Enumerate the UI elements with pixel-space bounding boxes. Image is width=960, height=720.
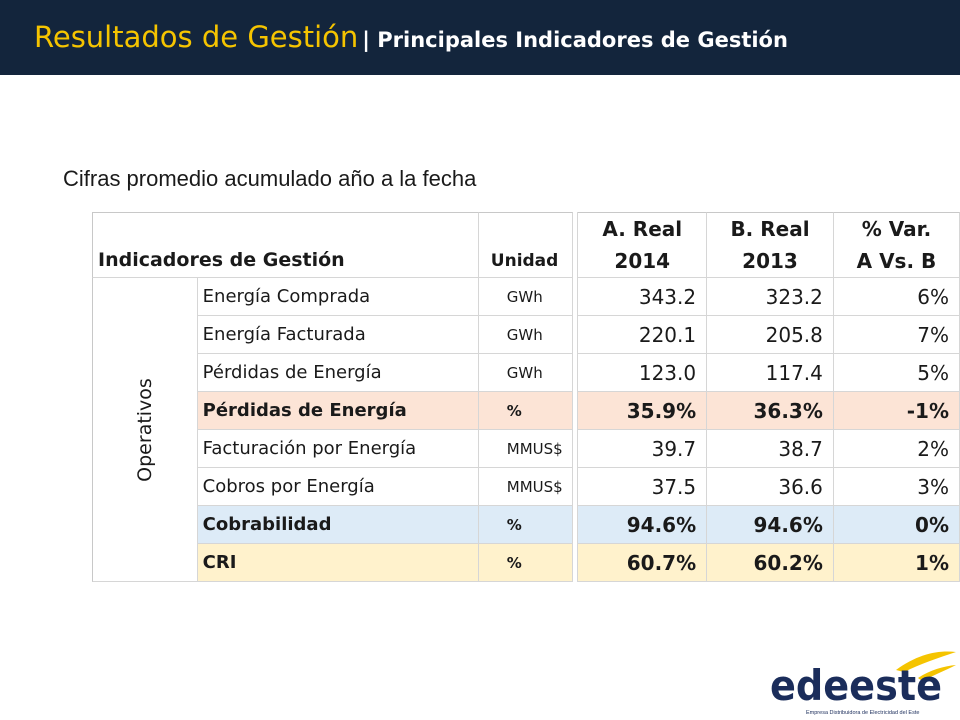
column-gap: [572, 278, 579, 316]
figures-caption: Cifras promedio acumulado año a la fecha: [63, 166, 477, 191]
value-2014: 220.1: [578, 316, 708, 354]
page-subtitle: | Principales Indicadores de Gestión: [362, 28, 788, 52]
indicator-unit: GWh: [478, 354, 573, 392]
table-row-highlight: CRI % 60.7% 60.2% 1%: [92, 544, 960, 582]
indicator-unit: %: [478, 544, 573, 582]
header-variation: % Var. A Vs. B: [833, 212, 960, 278]
indicators-table: Indicadores de Gestión Unidad A. Real 20…: [92, 212, 960, 582]
value-variation: 3%: [833, 468, 960, 506]
column-gap: [572, 468, 579, 506]
table-row-highlight: Cobrabilidad % 94.6% 94.6% 0%: [92, 506, 960, 544]
value-variation: 6%: [833, 278, 960, 316]
value-2013: 36.6: [707, 468, 834, 506]
header-real-2013-line1: B. Real: [730, 217, 810, 241]
column-gap: [572, 212, 579, 278]
column-gap: [572, 430, 579, 468]
header-variation-line1: % Var.: [861, 217, 932, 241]
indicator-name: Pérdidas de Energía: [197, 354, 479, 392]
table-row: Pérdidas de Energía GWh 123.0 117.4 5%: [92, 354, 960, 392]
value-2014: 343.2: [578, 278, 708, 316]
column-gap: [572, 354, 579, 392]
group-label: Operativos: [133, 377, 156, 482]
column-gap: [572, 544, 579, 582]
indicator-name: Facturación por Energía: [197, 430, 479, 468]
value-variation: 5%: [833, 354, 960, 392]
logo-swoosh-small: [918, 665, 956, 681]
indicator-unit: %: [478, 506, 573, 544]
table-row: Facturación por Energía MMUS$ 39.7 38.7 …: [92, 430, 960, 468]
indicator-name: CRI: [197, 544, 479, 582]
indicator-unit: %: [478, 392, 573, 430]
indicator-name: Pérdidas de Energía: [197, 392, 479, 430]
page-title: Resultados de Gestión: [34, 20, 359, 54]
logo-swoosh: [896, 651, 956, 672]
column-gap: [572, 506, 579, 544]
value-2013: 38.7: [707, 430, 834, 468]
indicator-name: Cobros por Energía: [197, 468, 479, 506]
indicator-name: Cobrabilidad: [197, 506, 479, 544]
value-variation: -1%: [833, 392, 960, 430]
logo-tagline: Empresa Distribuidora de Electricidad de…: [806, 710, 919, 716]
value-2013: 36.3%: [707, 392, 834, 430]
header-unit: Unidad: [478, 212, 573, 278]
edeeste-logo: edeeste Empresa Distribuidora de Electri…: [770, 651, 956, 716]
value-2013: 60.2%: [707, 544, 834, 582]
table-row-highlight: Pérdidas de Energía % 35.9% 36.3% -1%: [92, 392, 960, 430]
header-bar: Resultados de Gestión | Principales Indic…: [0, 0, 960, 75]
value-variation: 2%: [833, 430, 960, 468]
indicator-name: Energía Comprada: [197, 278, 479, 316]
table-row: Cobros por Energía MMUS$ 37.5 36.6 3%: [92, 468, 960, 506]
header-variation-line2: A Vs. B: [856, 249, 937, 273]
indicator-unit: GWh: [478, 316, 573, 354]
header-real-2013-line2: 2013: [742, 249, 798, 273]
indicator-unit: MMUS$: [478, 468, 573, 506]
value-variation: 7%: [833, 316, 960, 354]
column-gap: [572, 392, 579, 430]
value-2013: 117.4: [707, 354, 834, 392]
value-2014: 35.9%: [578, 392, 708, 430]
value-2014: 37.5: [578, 468, 708, 506]
logo-wordmark: edeeste: [770, 661, 942, 710]
value-2014: 39.7: [578, 430, 708, 468]
header-real-2014-line2: 2014: [614, 249, 671, 273]
header-real-2014-line1: A. Real: [602, 217, 683, 241]
value-variation: 0%: [833, 506, 960, 544]
header-real-2013: B. Real 2013: [707, 212, 834, 278]
value-2013: 94.6%: [707, 506, 834, 544]
value-2013: 205.8: [707, 316, 834, 354]
indicator-unit: MMUS$: [478, 430, 573, 468]
value-2014: 60.7%: [578, 544, 708, 582]
value-variation: 1%: [833, 544, 960, 582]
value-2013: 323.2: [707, 278, 834, 316]
header-indicators: Indicadores de Gestión: [92, 212, 479, 278]
header-title: Resultados de Gestión | Principales Indic…: [34, 20, 788, 54]
indicator-unit: GWh: [478, 278, 573, 316]
group-cell: Operativos: [92, 278, 198, 582]
table-row: Operativos Energía Comprada GWh 343.2 32…: [92, 278, 960, 582]
header-real-2014: A. Real 2014: [578, 212, 708, 278]
indicator-name: Energía Facturada: [197, 316, 479, 354]
column-gap: [572, 316, 579, 354]
value-2014: 123.0: [578, 354, 708, 392]
table-header-row: Indicadores de Gestión Unidad A. Real 20…: [92, 212, 960, 278]
value-2014: 94.6%: [578, 506, 708, 544]
table-row: Energía Facturada GWh 220.1 205.8 7%: [92, 316, 960, 354]
